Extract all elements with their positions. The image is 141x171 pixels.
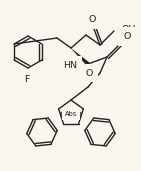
Text: HN: HN — [63, 61, 77, 69]
Polygon shape — [71, 48, 89, 65]
Text: F: F — [24, 75, 30, 84]
Text: OH: OH — [121, 25, 135, 35]
Text: Abs: Abs — [65, 111, 77, 117]
Text: O: O — [88, 15, 96, 24]
Text: O: O — [123, 32, 130, 41]
Text: O: O — [86, 69, 93, 77]
